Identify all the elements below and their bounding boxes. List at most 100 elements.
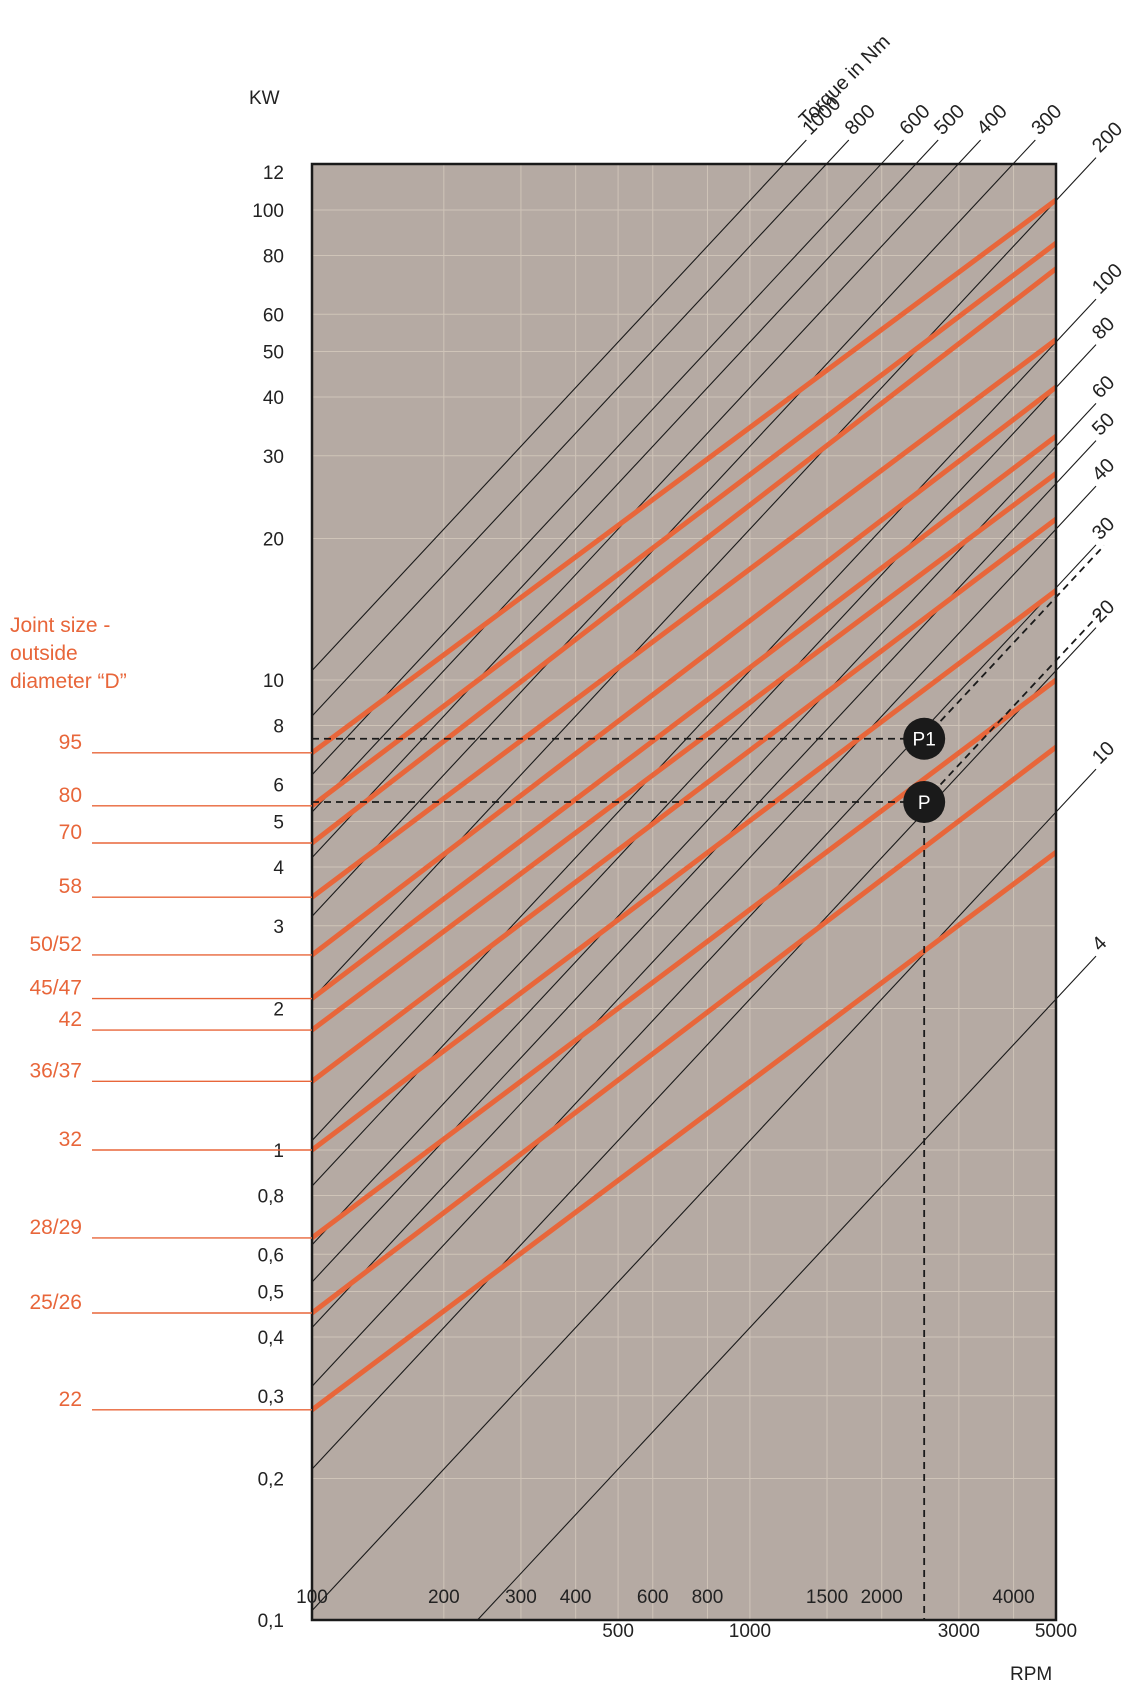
torque-label-4: 4 xyxy=(1088,932,1111,955)
joint-label-50/52: 50/52 xyxy=(29,933,82,956)
x-tick-100: 100 xyxy=(296,1587,328,1608)
y-tick-40: 40 xyxy=(263,388,284,409)
torque-label-10: 10 xyxy=(1088,737,1119,768)
x-tick-4000: 4000 xyxy=(992,1587,1034,1608)
plot-area xyxy=(312,164,1056,1620)
y-tick-0,4: 0,4 xyxy=(258,1328,285,1349)
y-tick-50: 50 xyxy=(263,342,284,363)
x-tick-500: 500 xyxy=(602,1621,634,1642)
joint-series-36/37 xyxy=(312,516,1056,1084)
y-tick-5: 5 xyxy=(273,812,284,833)
guide-d-P xyxy=(923,608,1105,803)
x-tick-300: 300 xyxy=(505,1587,537,1608)
torque-line-100 xyxy=(311,298,1097,1141)
x-tick-1000: 1000 xyxy=(729,1621,771,1642)
x-tick-3000: 3000 xyxy=(938,1621,980,1642)
joint-label-95: 95 xyxy=(59,731,82,754)
point-label-P: P xyxy=(918,793,931,814)
joint-series-42 xyxy=(312,471,1056,1033)
torque-line-4 xyxy=(477,955,1097,1621)
y-tick-80: 80 xyxy=(263,247,284,268)
torque-label-300: 300 xyxy=(1027,100,1066,139)
torque-line-80 xyxy=(311,344,1097,1187)
joint-label-22: 22 xyxy=(59,1388,82,1411)
x-tick-200: 200 xyxy=(428,1587,460,1608)
y-tick-3: 3 xyxy=(273,917,284,938)
torque-line-10 xyxy=(311,768,1097,1611)
joint-label-42: 42 xyxy=(59,1008,82,1031)
joint-title-line-1: Joint size - xyxy=(10,614,110,637)
torque-label-40: 40 xyxy=(1088,454,1119,485)
x-tick-800: 800 xyxy=(692,1587,724,1608)
y-tick-12: 12 xyxy=(263,163,284,184)
y-tick-10: 10 xyxy=(263,671,284,692)
joint-series-70 xyxy=(312,266,1056,846)
torque-label-400: 400 xyxy=(973,100,1012,139)
torque-label-800: 800 xyxy=(841,100,880,139)
point-label-P1: P1 xyxy=(913,730,936,751)
x-tick-400: 400 xyxy=(560,1587,592,1608)
y-tick-0,2: 0,2 xyxy=(258,1470,284,1491)
torque-line-40 xyxy=(311,485,1097,1328)
joint-series-28/29 xyxy=(312,677,1056,1241)
joint-series-95 xyxy=(312,197,1056,756)
torque-line-600 xyxy=(311,139,904,776)
joint-label-70: 70 xyxy=(59,821,82,844)
operating-points: P1 P xyxy=(903,717,946,824)
y-tick-30: 30 xyxy=(263,447,284,468)
joint-series-32 xyxy=(312,588,1056,1153)
torque-label-600: 600 xyxy=(895,100,934,139)
joint-series-22 xyxy=(312,849,1056,1413)
torque-line-300 xyxy=(311,139,1036,917)
joint-label-45/47: 45/47 xyxy=(29,977,82,1000)
torque-lines xyxy=(311,139,1097,1621)
torque-label-500: 500 xyxy=(930,100,969,139)
guide-d-P1 xyxy=(923,544,1105,740)
x-tick-2000: 2000 xyxy=(861,1587,903,1608)
x-tick-1500: 1500 xyxy=(806,1587,848,1608)
torque-label-80: 80 xyxy=(1088,313,1119,344)
y-tick-0,5: 0,5 xyxy=(258,1282,284,1303)
torque-label-100: 100 xyxy=(1088,260,1127,299)
x-tick-5000: 5000 xyxy=(1035,1621,1077,1642)
torque-line-20 xyxy=(311,627,1097,1470)
y-tick-0,6: 0,6 xyxy=(258,1245,284,1266)
y-axis-label: KW xyxy=(249,88,280,109)
y-tick-100: 100 xyxy=(252,201,284,222)
y-tick-8: 8 xyxy=(273,717,284,738)
y-tick-2: 2 xyxy=(273,1000,284,1021)
point-marker-P xyxy=(903,781,946,824)
reading-guides xyxy=(312,544,1105,1620)
y-tick-0,3: 0,3 xyxy=(258,1387,284,1408)
joint-size-series xyxy=(312,197,1056,1413)
joint-label-28/29: 28/29 xyxy=(29,1216,82,1239)
torque-line-200 xyxy=(311,157,1097,1000)
joint-label-58: 58 xyxy=(59,875,82,898)
y-tick-60: 60 xyxy=(263,305,284,326)
torque-label-30: 30 xyxy=(1088,513,1119,544)
joint-series-80 xyxy=(312,240,1056,809)
x-tick-600: 600 xyxy=(637,1587,669,1608)
y-tick-6: 6 xyxy=(273,775,284,796)
torque-label-200: 200 xyxy=(1088,118,1127,157)
joint-series-25/26 xyxy=(312,744,1056,1316)
torque-label-60: 60 xyxy=(1088,372,1119,403)
y-tick-0,1: 0,1 xyxy=(258,1611,284,1632)
joint-series-45/47 xyxy=(312,433,1056,1002)
y-tick-1: 1 xyxy=(273,1141,284,1162)
y-tick-0,8: 0,8 xyxy=(258,1187,284,1208)
torque-line-500 xyxy=(311,139,939,813)
joint-label-36/37: 36/37 xyxy=(29,1059,82,1082)
joint-title-line-3: diameter “D” xyxy=(10,670,127,693)
torque-line-1000 xyxy=(311,139,807,671)
torque-title: Torque in Nm xyxy=(795,31,895,131)
point-marker-P1 xyxy=(903,717,946,760)
torque-line-800 xyxy=(311,139,850,717)
joint-title-line-2: outside xyxy=(10,642,78,665)
x-axis-label: RPM xyxy=(1010,1664,1052,1685)
y-tick-4: 4 xyxy=(273,858,284,879)
torque-label-50: 50 xyxy=(1088,409,1119,440)
